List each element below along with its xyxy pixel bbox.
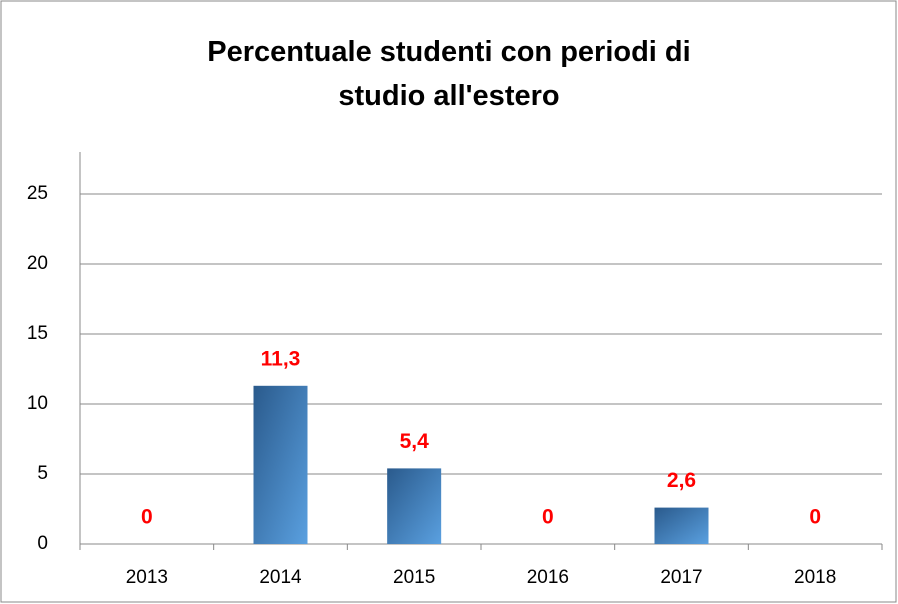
x-tick-label: 2015	[393, 567, 435, 588]
bar	[253, 385, 308, 544]
value-label: 0	[141, 506, 153, 529]
chart-title: Percentuale studenti con periodi di stud…	[207, 36, 691, 112]
value-label: 11,3	[261, 347, 301, 370]
x-tick-label: 2018	[794, 567, 836, 588]
value-label: 2,6	[667, 469, 696, 492]
y-tick-label: 15	[27, 323, 48, 344]
value-label: 5,4	[400, 430, 430, 453]
y-tick-label: 10	[27, 393, 48, 414]
y-tick-label: 5	[37, 463, 48, 484]
x-tick-label: 2017	[660, 567, 702, 588]
y-tick-label: 20	[27, 253, 48, 274]
x-tick-label: 2016	[527, 567, 569, 588]
value-label: 0	[542, 506, 554, 529]
bar	[387, 468, 442, 544]
value-label: 0	[809, 506, 821, 529]
y-tick-label: 25	[27, 183, 48, 204]
x-tick-label: 2013	[126, 567, 168, 588]
x-tick-label: 2014	[259, 567, 302, 588]
y-tick-label: 0	[37, 533, 48, 554]
bar	[654, 507, 709, 544]
